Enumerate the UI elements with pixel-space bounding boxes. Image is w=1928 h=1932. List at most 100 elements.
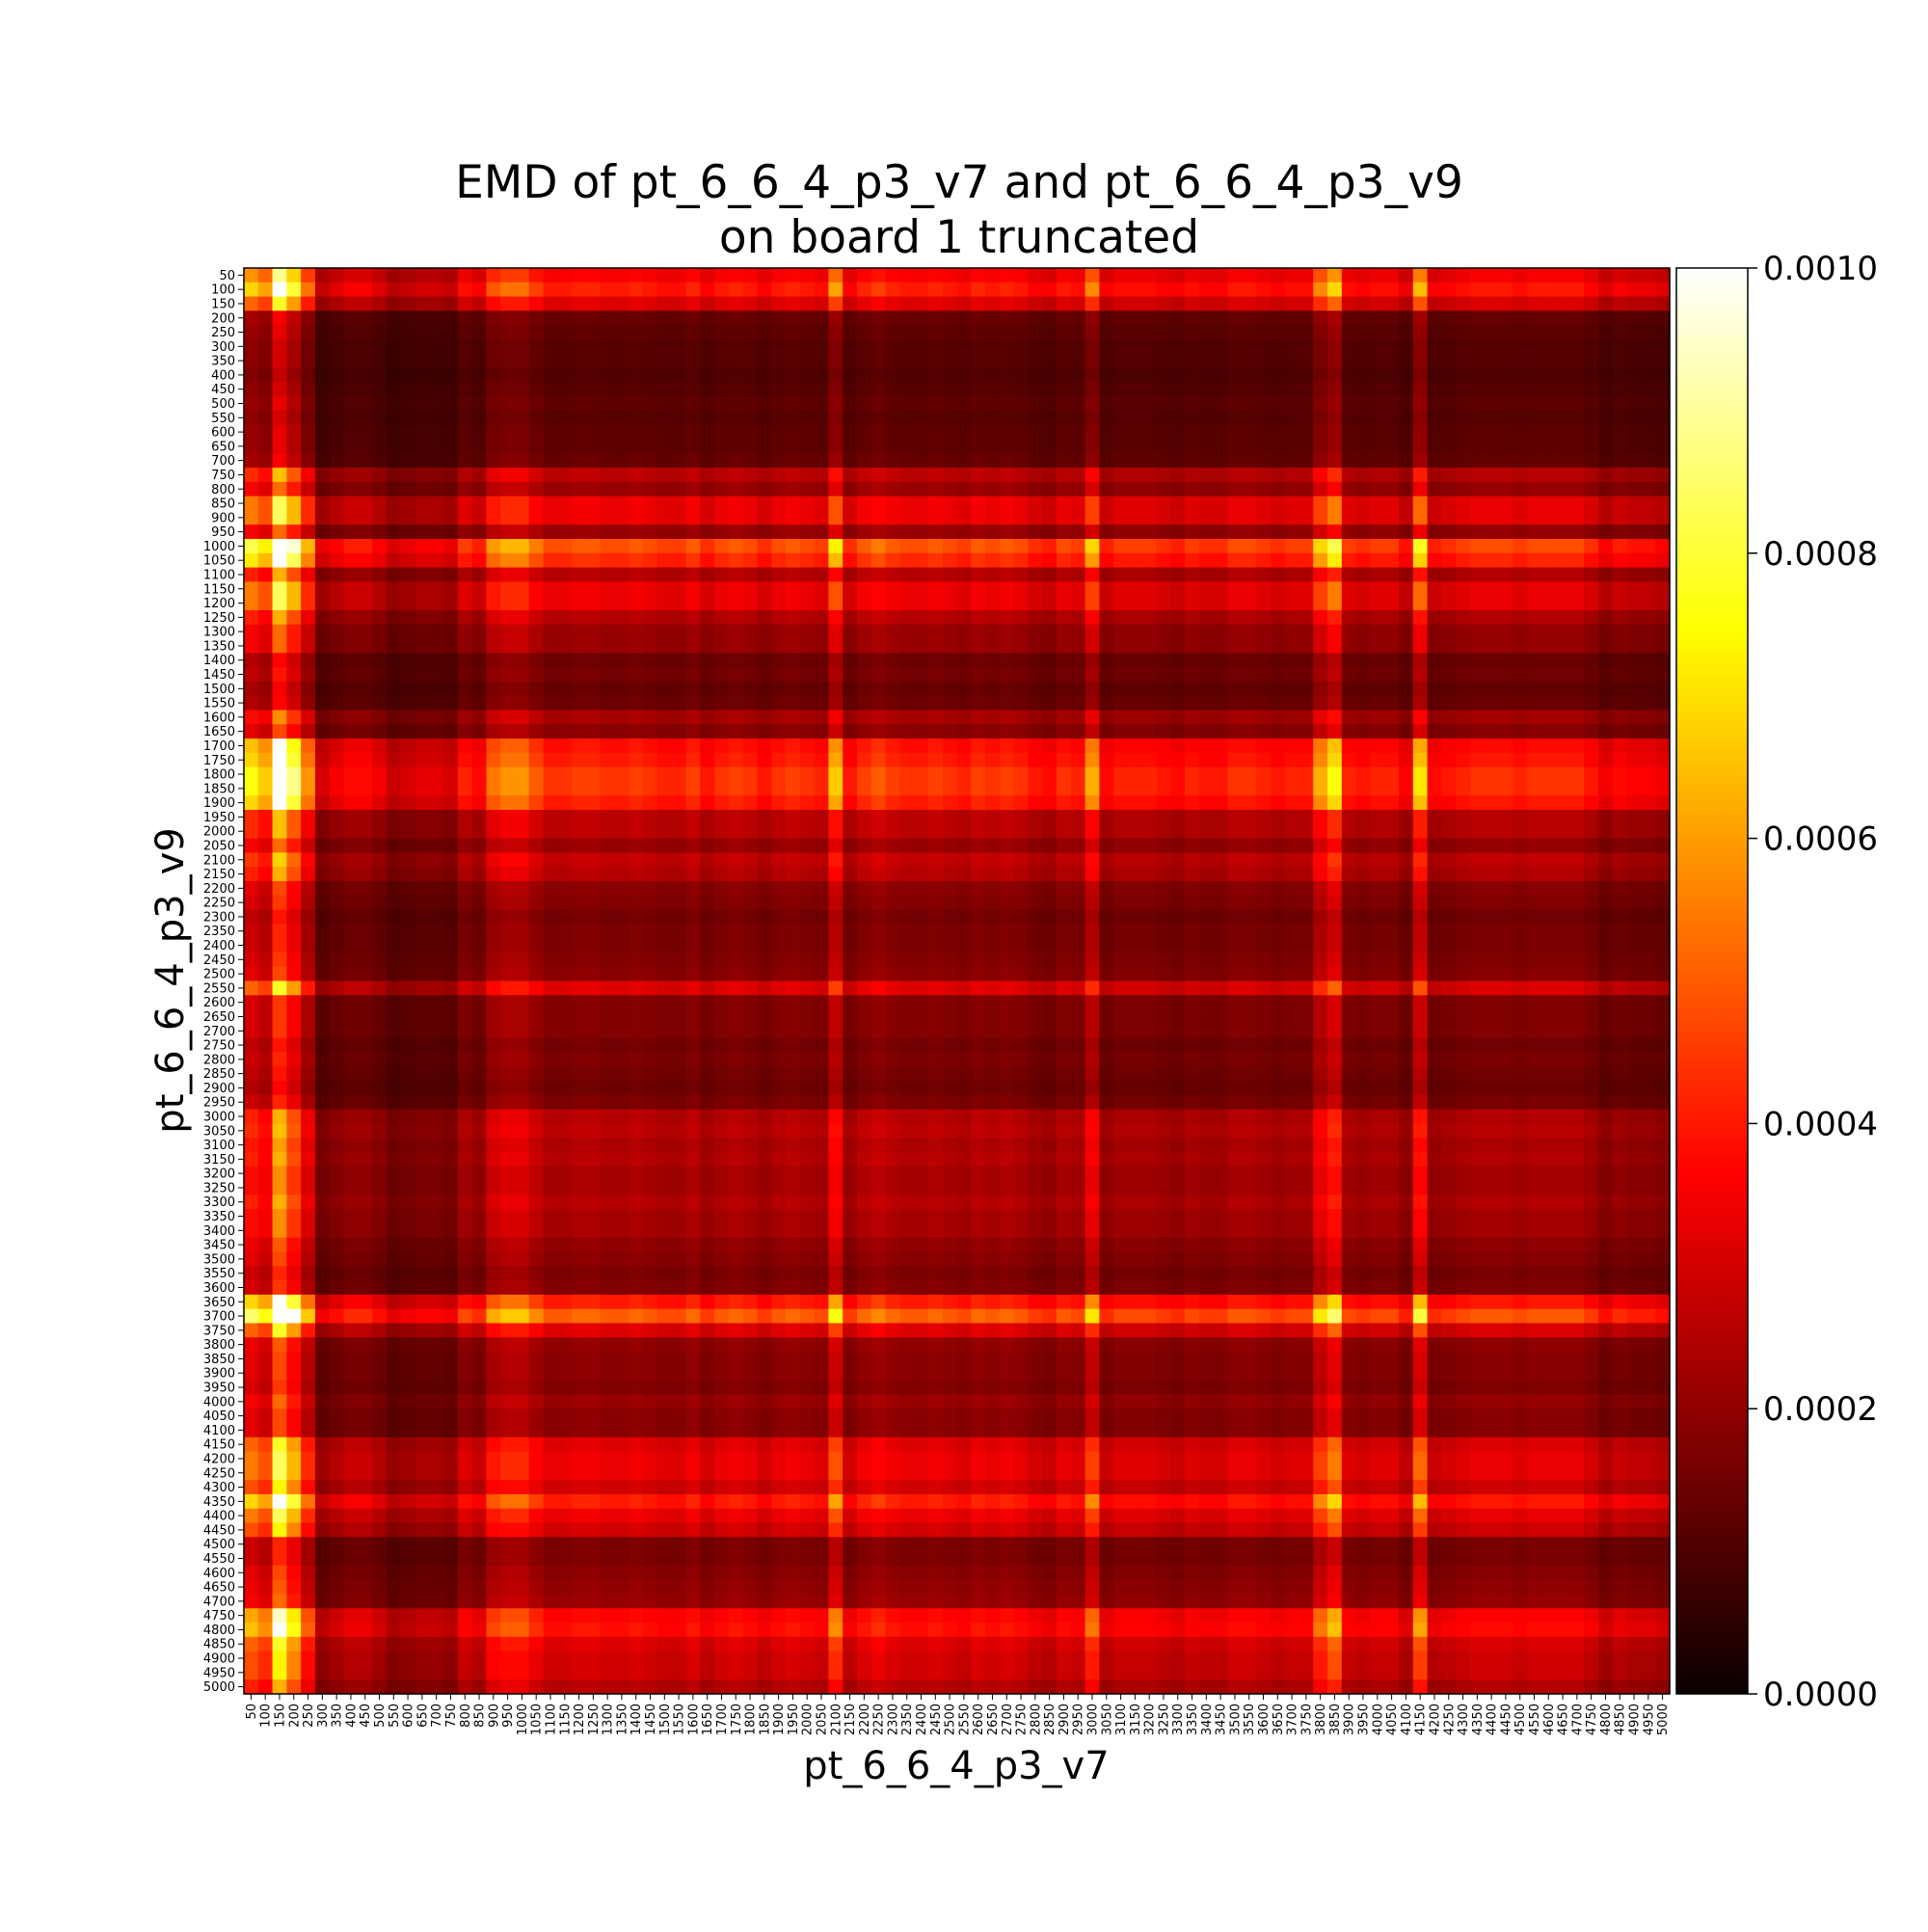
heatmap-cell bbox=[457, 766, 473, 783]
heatmap-cell bbox=[914, 396, 929, 412]
heatmap-cell bbox=[1513, 468, 1528, 483]
heatmap-cell bbox=[1185, 268, 1200, 283]
heatmap-cell bbox=[329, 596, 345, 611]
heatmap-cell bbox=[1612, 552, 1628, 569]
heatmap-cell bbox=[971, 867, 986, 882]
heatmap-cell bbox=[700, 867, 715, 882]
heatmap-cell bbox=[400, 924, 416, 939]
heatmap-cell bbox=[1042, 367, 1058, 383]
heatmap-cell bbox=[400, 838, 416, 853]
heatmap-cell bbox=[386, 268, 402, 283]
heatmap-cell bbox=[257, 539, 274, 554]
heatmap-cell bbox=[757, 810, 772, 825]
heatmap-cell bbox=[1127, 710, 1143, 725]
heatmap-cell bbox=[343, 510, 359, 525]
heatmap-cell bbox=[1626, 353, 1643, 369]
heatmap-cell bbox=[1584, 781, 1599, 796]
heatmap-cell bbox=[870, 552, 887, 569]
heatmap-cell bbox=[301, 410, 316, 426]
heatmap-cell bbox=[1042, 752, 1058, 768]
heatmap-cell bbox=[500, 325, 516, 340]
heatmap-cell bbox=[486, 738, 501, 754]
heatmap-cell bbox=[1527, 552, 1542, 569]
heatmap-cell bbox=[1170, 724, 1186, 739]
heatmap-cell bbox=[272, 852, 287, 868]
heatmap-cell bbox=[244, 752, 259, 768]
heatmap-cell bbox=[956, 667, 972, 683]
heatmap-cell bbox=[1598, 766, 1614, 783]
heatmap-cell bbox=[1626, 838, 1643, 853]
heatmap-cell bbox=[443, 439, 459, 454]
heatmap-cell bbox=[1540, 367, 1557, 383]
chart-title-line1: EMD of pt_6_6_4_p3_v7 and pt_6_6_4_p3_v9 bbox=[455, 156, 1463, 209]
heatmap-cell bbox=[799, 439, 816, 454]
heatmap-cell bbox=[1028, 353, 1043, 369]
heatmap-cell bbox=[1213, 268, 1229, 283]
heatmap-cell bbox=[443, 880, 459, 897]
heatmap-cell bbox=[1042, 539, 1058, 554]
heatmap-cell bbox=[1028, 524, 1043, 540]
heatmap-cell bbox=[870, 453, 887, 469]
heatmap-cell bbox=[714, 539, 730, 554]
heatmap-cell bbox=[771, 924, 787, 939]
heatmap-cell bbox=[1427, 552, 1442, 569]
heatmap-cell bbox=[1284, 410, 1300, 426]
heatmap-cell bbox=[343, 524, 359, 540]
heatmap-cell bbox=[1127, 823, 1143, 840]
heatmap-cell bbox=[543, 382, 558, 397]
heatmap-cell bbox=[771, 382, 787, 397]
heatmap-cell bbox=[914, 852, 929, 868]
heatmap-cell bbox=[557, 924, 573, 939]
heatmap-cell bbox=[1141, 296, 1158, 311]
heatmap-cell bbox=[1513, 966, 1528, 982]
heatmap-cell bbox=[257, 766, 274, 783]
heatmap-cell bbox=[1042, 724, 1058, 739]
heatmap-cell bbox=[1070, 468, 1086, 483]
heatmap-cell bbox=[1355, 938, 1372, 953]
heatmap-cell bbox=[1284, 766, 1300, 783]
heatmap-cell bbox=[1441, 724, 1457, 739]
heatmap-cell bbox=[728, 268, 744, 283]
heatmap-cell bbox=[1641, 596, 1656, 611]
heatmap-cell bbox=[257, 510, 274, 525]
heatmap-cell bbox=[1099, 609, 1114, 626]
heatmap-cell bbox=[1412, 795, 1429, 811]
heatmap-cell bbox=[1028, 282, 1043, 298]
heatmap-cell bbox=[671, 810, 687, 825]
heatmap-cell bbox=[358, 424, 373, 441]
heatmap-cell bbox=[1213, 453, 1229, 469]
heatmap-cell bbox=[1427, 453, 1442, 469]
heatmap-cell bbox=[1227, 282, 1243, 298]
heatmap-cell bbox=[1598, 481, 1614, 497]
heatmap-cell bbox=[301, 481, 316, 497]
heatmap-cell bbox=[1127, 296, 1143, 311]
heatmap-cell bbox=[885, 909, 900, 925]
heatmap-cell bbox=[301, 795, 316, 811]
heatmap-cell bbox=[1498, 752, 1513, 768]
heatmap-cell bbox=[1057, 795, 1072, 811]
heatmap-cell bbox=[1398, 596, 1414, 611]
heatmap-cell bbox=[329, 838, 345, 853]
heatmap-cell bbox=[1441, 367, 1457, 383]
heatmap-cell bbox=[1256, 724, 1272, 739]
heatmap-cell bbox=[799, 325, 816, 340]
heatmap-cell bbox=[1141, 268, 1158, 283]
heatmap-cell bbox=[1513, 539, 1528, 554]
heatmap-cell bbox=[1013, 695, 1030, 711]
heatmap-cell bbox=[314, 396, 331, 412]
heatmap-cell bbox=[1127, 268, 1143, 283]
heatmap-cell bbox=[386, 338, 402, 355]
heatmap-cell bbox=[600, 667, 616, 683]
heatmap-cell bbox=[286, 596, 302, 611]
heatmap-cell bbox=[1498, 667, 1513, 683]
heatmap-cell bbox=[1256, 810, 1272, 825]
heatmap-cell bbox=[843, 852, 858, 868]
heatmap-cell bbox=[942, 838, 958, 853]
heatmap-cell bbox=[486, 410, 501, 426]
heatmap-cell bbox=[814, 453, 829, 469]
heatmap-cell bbox=[828, 867, 844, 882]
heatmap-cell bbox=[656, 310, 673, 326]
heatmap-cell bbox=[372, 867, 388, 882]
heatmap-cell bbox=[1256, 909, 1272, 925]
heatmap-cell bbox=[1584, 424, 1599, 441]
